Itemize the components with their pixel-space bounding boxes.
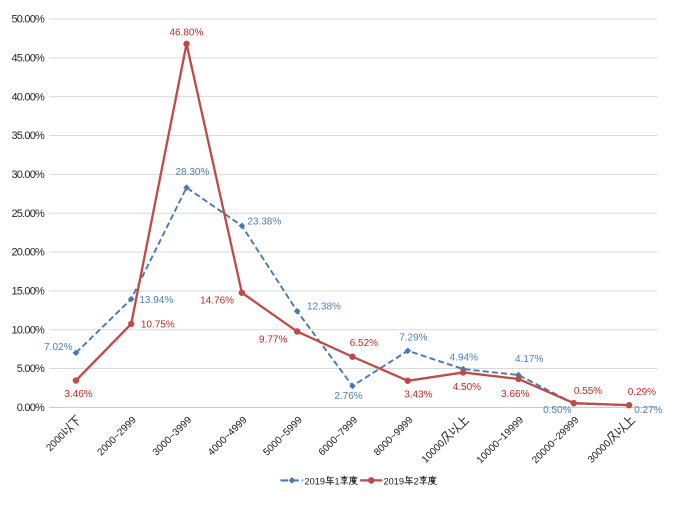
svg-text:2.76%: 2.76%	[334, 391, 362, 402]
svg-text:6.52%: 6.52%	[350, 338, 378, 349]
svg-text:35.00%: 35.00%	[11, 130, 45, 142]
svg-text:3.46%: 3.46%	[64, 389, 92, 400]
svg-text:20.00%: 20.00%	[11, 247, 45, 259]
svg-text:2019: 2019	[305, 476, 325, 486]
svg-text:23.38%: 23.38%	[247, 216, 281, 227]
svg-text:50.00%: 50.00%	[11, 14, 45, 26]
svg-text:1: 1	[334, 476, 339, 486]
svg-text:0.55%: 0.55%	[574, 386, 602, 397]
svg-text:4.50%: 4.50%	[453, 382, 481, 393]
svg-text:4.94%: 4.94%	[450, 353, 478, 364]
svg-text:7.02%: 7.02%	[44, 342, 72, 353]
svg-text:30.00%: 30.00%	[11, 169, 45, 181]
svg-text:9.77%: 9.77%	[259, 334, 287, 345]
svg-text:10.00%: 10.00%	[11, 324, 45, 336]
svg-text:10.75%: 10.75%	[141, 320, 175, 331]
svg-text:7.29%: 7.29%	[399, 333, 427, 344]
svg-text:13.94%: 13.94%	[139, 295, 173, 306]
svg-text:25.00%: 25.00%	[11, 208, 45, 220]
svg-text:28.30%: 28.30%	[175, 167, 209, 178]
svg-text:0.00%: 0.00%	[17, 402, 45, 414]
svg-text:45.00%: 45.00%	[11, 52, 45, 64]
svg-text:40.00%: 40.00%	[11, 91, 45, 103]
svg-text:15.00%: 15.00%	[11, 285, 45, 297]
svg-text:4.17%: 4.17%	[515, 354, 543, 365]
svg-text:0.50%: 0.50%	[543, 405, 571, 416]
svg-text:0.29%: 0.29%	[628, 387, 656, 398]
svg-text:46.80%: 46.80%	[169, 28, 203, 39]
svg-text:5.00%: 5.00%	[17, 363, 45, 375]
svg-text:0.27%: 0.27%	[634, 405, 662, 416]
svg-text:2019: 2019	[384, 476, 404, 486]
svg-text:3.43%: 3.43%	[404, 390, 432, 401]
svg-text:3.66%: 3.66%	[501, 389, 529, 400]
svg-text:14.76%: 14.76%	[200, 295, 234, 306]
svg-text:2: 2	[413, 476, 418, 486]
svg-text:12.38%: 12.38%	[307, 302, 341, 313]
